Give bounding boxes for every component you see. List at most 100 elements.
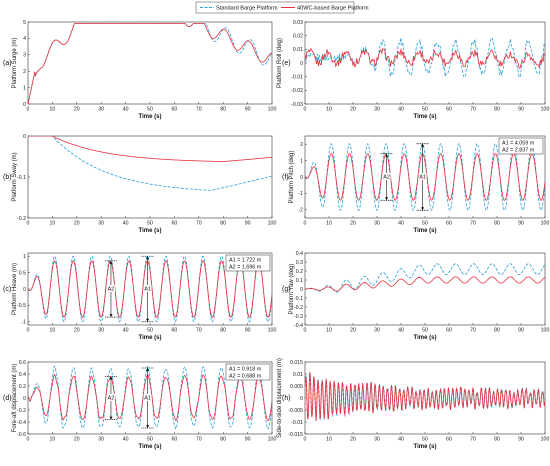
y-tick-label: -0.6 bbox=[17, 432, 26, 438]
y-tick-label: 0 bbox=[300, 396, 303, 402]
x-tick-label: 80 bbox=[220, 437, 226, 443]
x-tick-label: 20 bbox=[350, 107, 356, 113]
series-line-standard bbox=[305, 143, 545, 211]
chart-panel-a: 0 10 20 30 40 50 60 70 80 90 100 0 1 2 3 4 5 Time (s) Plat… bbox=[3, 20, 276, 120]
x-tick-label: 60 bbox=[446, 437, 452, 443]
arrow-head-up bbox=[385, 153, 389, 157]
series-line-standard bbox=[28, 136, 272, 191]
x-tick-label: 80 bbox=[494, 221, 500, 227]
arrow-label-bg bbox=[106, 394, 115, 401]
y-tick-label: -0.1 bbox=[17, 175, 26, 181]
amplitude-label: A2 = 1.696 m bbox=[229, 265, 262, 271]
arrow-label: A1 bbox=[144, 396, 151, 402]
x-tick-label: 10 bbox=[326, 437, 332, 443]
x-tick-label: 0 bbox=[304, 107, 307, 113]
x-tick-label: 50 bbox=[147, 221, 153, 227]
y-tick-label: 2 bbox=[23, 69, 26, 75]
x-tick-label: 80 bbox=[220, 107, 226, 113]
x-tick-label: 90 bbox=[518, 437, 524, 443]
y-axis-label: Platform Heave (m) bbox=[12, 263, 18, 315]
y-tick-label: -0.03 bbox=[291, 102, 303, 108]
series-line-40wc bbox=[28, 23, 272, 104]
x-axis-label: Time (s) bbox=[414, 228, 437, 234]
x-tick-label: 50 bbox=[422, 107, 428, 113]
y-axis-label: Platform Sway (m) bbox=[12, 152, 18, 201]
chart-panel-b: 0 10 20 30 40 50 60 70 80 90 100 0 -0.1 -0.2 Time (s) P… bbox=[3, 134, 276, 234]
x-tick-label: 0 bbox=[304, 221, 307, 227]
y-tick-label: 0.4 bbox=[19, 372, 26, 378]
x-tick-label: 80 bbox=[494, 328, 500, 334]
panel-label: (e) bbox=[282, 60, 291, 67]
y-axis-label: Platform Surge (m) bbox=[12, 38, 18, 89]
legend: Standard Barge Platform 40WC-based Barge… bbox=[195, 1, 369, 14]
panel-label: (d) bbox=[3, 395, 12, 402]
arrow-label-bg bbox=[143, 285, 152, 292]
x-tick-label: 20 bbox=[74, 221, 80, 227]
y-tick-label: 0.2 bbox=[19, 384, 26, 390]
arrow-label-bg bbox=[382, 173, 391, 180]
x-tick-label: 60 bbox=[172, 221, 178, 227]
amplitude-box bbox=[225, 254, 271, 272]
x-tick-label: 40 bbox=[123, 328, 129, 334]
plot-frame bbox=[304, 252, 546, 326]
y-tick-label: -0.4 bbox=[17, 420, 26, 426]
x-tick-label: 0 bbox=[27, 437, 30, 443]
x-tick-label: 70 bbox=[470, 328, 476, 334]
x-tick-label: 50 bbox=[422, 437, 428, 443]
x-tick-label: 100 bbox=[268, 107, 277, 113]
y-axis-label: Fore-aft displacement (m) bbox=[12, 364, 18, 433]
x-tick-label: 60 bbox=[172, 107, 178, 113]
y-tick-label: 0.01 bbox=[293, 372, 303, 378]
x-tick-label: 90 bbox=[518, 328, 524, 334]
panel-label: (b) bbox=[3, 174, 12, 181]
plot-frame bbox=[304, 21, 546, 105]
y-tick-label: -0.2 bbox=[17, 216, 26, 222]
x-tick-label: 70 bbox=[470, 221, 476, 227]
chart-panel-h: 0 10 20 30 40 50 60 70 80 90 1000.0150.010.0050-0.… bbox=[277, 358, 549, 450]
x-tick-label: 30 bbox=[374, 107, 380, 113]
x-tick-label: 80 bbox=[220, 221, 226, 227]
y-tick-label: 0 bbox=[300, 61, 303, 67]
x-tick-label: 20 bbox=[74, 437, 80, 443]
series-line-standard bbox=[305, 263, 545, 293]
x-tick-label: 20 bbox=[350, 437, 356, 443]
y-tick-label: 4 bbox=[23, 36, 26, 42]
x-tick-label: 30 bbox=[374, 221, 380, 227]
chart-panel-d: 0 10 20 30 40 50 60 70 80 90 100 0.6 0.4 0.2 0 -0.2 -0.4… bbox=[3, 360, 276, 450]
x-axis-label: Time (s) bbox=[414, 335, 437, 341]
x-tick-label: 40 bbox=[398, 221, 404, 227]
y-tick-label: 0.03 bbox=[293, 20, 303, 26]
x-tick-label: 90 bbox=[245, 221, 251, 227]
x-tick-label: 10 bbox=[326, 221, 332, 227]
y-tick-label: -2 bbox=[298, 208, 303, 214]
x-tick-label: 40 bbox=[123, 221, 129, 227]
amplitude-label: A2 = 2.837 m bbox=[502, 148, 535, 154]
x-tick-label: 30 bbox=[374, 437, 380, 443]
arrow-head-up bbox=[146, 256, 150, 260]
legend-label-standard: Standard Barge Platform bbox=[216, 6, 278, 12]
arrow-label: A1 bbox=[144, 287, 151, 293]
x-tick-label: 100 bbox=[268, 328, 277, 334]
y-tick-label: 0.02 bbox=[293, 33, 303, 39]
x-tick-label: 0 bbox=[27, 328, 30, 334]
x-tick-label: 90 bbox=[245, 437, 251, 443]
y-tick-label: 0 bbox=[300, 287, 303, 293]
chart-panel-c: 0 10 20 30 40 50 60 70 80 90 100 1 0.5 0 -0.5 -1 Time (s… bbox=[3, 252, 277, 341]
x-tick-label: 90 bbox=[518, 221, 524, 227]
arrow-label: A1 bbox=[419, 175, 426, 181]
amplitude-label: A1 = 1.722 m bbox=[229, 258, 262, 264]
x-tick-label: 50 bbox=[147, 107, 153, 113]
panel-label: (c) bbox=[3, 286, 11, 293]
panel-label: (h) bbox=[282, 395, 291, 402]
amplitude-box bbox=[225, 363, 271, 381]
x-axis-label: Time (s) bbox=[414, 444, 437, 450]
panel-label: (g) bbox=[282, 286, 291, 293]
arrow-label: A2 bbox=[383, 175, 390, 181]
series-line-40wc bbox=[305, 153, 545, 201]
y-tick-label: -0.5 bbox=[17, 303, 26, 309]
x-tick-label: 10 bbox=[50, 107, 56, 113]
arrow-head-up bbox=[146, 368, 150, 371]
x-tick-label: 30 bbox=[98, 328, 104, 334]
amplitude-label: A1 = 4.059 m bbox=[502, 141, 535, 147]
